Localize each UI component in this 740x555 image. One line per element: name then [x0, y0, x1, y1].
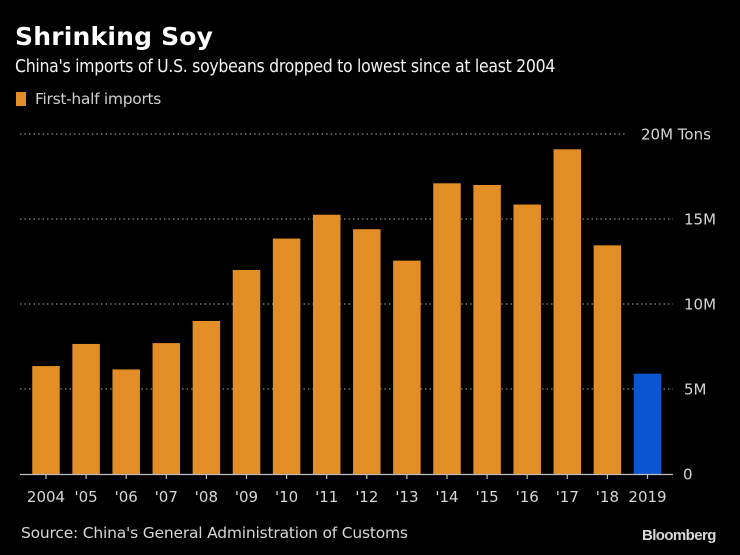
x-tick-label: '06: [115, 488, 138, 506]
x-axis: [20, 473, 673, 479]
x-tick-label: '17: [556, 488, 579, 506]
legend-label-first-half-imports: First-half imports: [35, 90, 162, 108]
y-tick-label: 15M: [684, 211, 716, 229]
x-tick-label: '12: [355, 488, 378, 506]
bar-06: [112, 369, 140, 474]
bar-09: [232, 270, 261, 474]
x-tick-label: '13: [395, 488, 418, 506]
chart-subtitle: China's imports of U.S. soybeans dropped…: [15, 57, 556, 77]
source-note: Source: China's General Administration o…: [21, 524, 408, 542]
bar-10: [272, 238, 301, 474]
bar-15: [473, 185, 501, 474]
x-tick-label: '16: [516, 488, 539, 506]
chart-title: Shrinking Soy: [15, 22, 214, 51]
x-tick-label: '14: [435, 488, 458, 506]
bar-14: [433, 183, 461, 475]
legend-swatch-first-half-imports: [16, 92, 26, 106]
x-tick-label: '09: [235, 488, 258, 506]
y-tick-label: 20M Tons: [641, 126, 711, 144]
y-tick-label: 5M: [684, 381, 707, 399]
x-tick-label: 2004: [27, 488, 65, 506]
bloomberg-logo: Bloomberg: [642, 527, 716, 544]
x-tick-label: 2019: [628, 488, 666, 506]
bar-18: [593, 245, 622, 474]
bar-12: [353, 229, 381, 474]
y-tick-label: 0: [683, 466, 693, 484]
x-axis-labels: 2004 '05 '06 '07 '08 '09 '10 '11 '12 '13 '14 '15 '16…: [27, 488, 667, 506]
x-tick-label: '05: [74, 488, 97, 506]
bar-2019: [633, 373, 662, 474]
legend: First-half imports: [16, 90, 161, 108]
bar-08: [192, 321, 221, 474]
x-tick-label: '18: [596, 488, 619, 506]
bar-2004: [32, 366, 60, 474]
bar-05: [72, 343, 100, 474]
y-tick-label: 10M: [684, 296, 716, 314]
bars: [32, 149, 662, 475]
x-tick-label: '10: [275, 488, 298, 506]
bar-11: [312, 214, 341, 474]
bar-16: [513, 204, 541, 475]
bar-17: [553, 149, 582, 475]
x-tick-label: '15: [475, 488, 498, 506]
x-tick-label: '11: [315, 488, 338, 506]
y-axis-labels: 0 5M 10M 15M 20M Tons: [641, 126, 716, 484]
bar-13: [393, 260, 421, 474]
x-tick-label: '08: [195, 488, 218, 506]
x-tick-label: '07: [155, 488, 178, 506]
bar-07: [152, 343, 181, 474]
